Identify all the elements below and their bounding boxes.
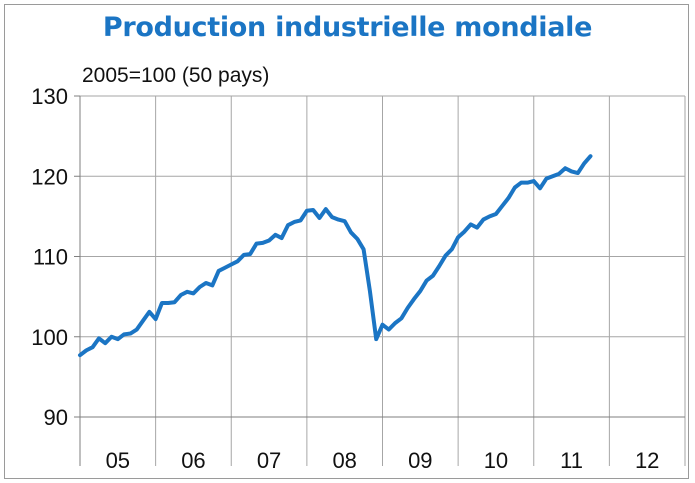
x-axis-tick-labels: 05 06 07 08 09 10 11 12 [106,448,660,473]
x-tick-label: 08 [332,448,356,473]
series-lines [78,154,593,358]
x-tick-label: 09 [408,448,432,473]
chart-subtitle: 2005=100 (50 pays) [82,64,270,87]
series-line [78,154,593,358]
axes [74,95,685,466]
y-axis-tick-labels: 130 120 110 100 90 [31,84,68,430]
y-tick-label: 120 [31,164,68,189]
chart-title: Production industrielle mondiale [102,12,593,43]
y-tick-label: 90 [44,405,68,430]
x-tick-label: 10 [484,448,508,473]
y-tick-label: 110 [33,245,68,270]
x-tick-label: 07 [257,448,281,473]
chart-frame [4,4,689,479]
y-tick-label: 100 [31,325,68,350]
x-tick-label: 12 [635,448,659,473]
x-tick-label: 06 [181,448,205,473]
x-tick-label: 05 [106,448,130,473]
gridlines [79,95,686,466]
y-tick-label: 130 [31,84,68,109]
x-tick-label: 11 [560,448,583,473]
